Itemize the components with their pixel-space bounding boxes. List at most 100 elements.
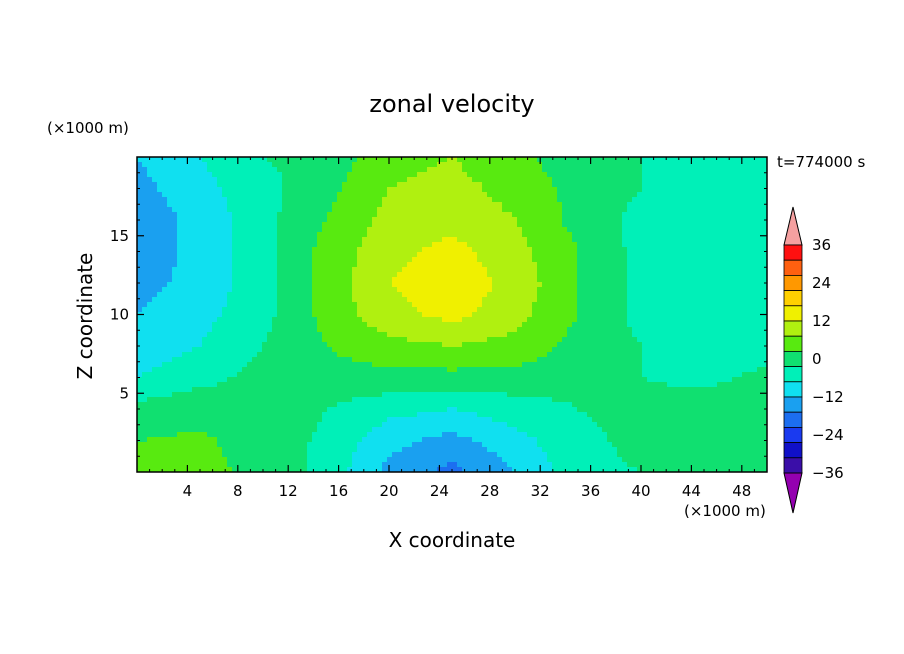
field-cell <box>687 207 693 213</box>
field-cell <box>492 282 498 288</box>
field-cell <box>607 212 613 218</box>
field-cell <box>222 352 228 358</box>
field-cell <box>622 192 628 198</box>
field-cell <box>162 187 168 193</box>
field-cell <box>732 307 738 313</box>
field-cell <box>612 332 618 338</box>
field-cell <box>307 242 313 248</box>
field-cell <box>367 242 373 248</box>
field-cell <box>402 187 408 193</box>
field-cell <box>342 227 348 233</box>
field-cell <box>712 267 718 273</box>
field-cell <box>442 262 448 268</box>
field-cell <box>302 322 308 328</box>
field-cell <box>417 297 423 303</box>
field-cell <box>147 202 153 208</box>
field-cell <box>452 342 458 348</box>
field-cell <box>487 172 493 178</box>
field-cell <box>347 207 353 213</box>
field-cell <box>527 242 533 248</box>
field-cell <box>587 232 593 238</box>
field-cell <box>417 212 423 218</box>
field-cell <box>492 302 498 308</box>
field-cell <box>177 287 183 293</box>
field-cell <box>407 222 413 228</box>
field-cell <box>417 342 423 348</box>
field-cell <box>217 347 223 353</box>
field-cell <box>582 172 588 178</box>
field-cell <box>672 307 678 313</box>
field-cell <box>247 157 253 163</box>
field-cell <box>277 337 283 343</box>
field-cell <box>522 277 528 283</box>
field-cell <box>142 337 148 343</box>
field-cell <box>687 302 693 308</box>
field-cell <box>222 177 228 183</box>
field-cell <box>137 297 143 303</box>
field-cell <box>672 287 678 293</box>
field-cell <box>427 292 433 298</box>
field-cell <box>267 167 273 173</box>
field-cell <box>682 187 688 193</box>
field-cell <box>382 202 388 208</box>
field-cell <box>712 182 718 188</box>
field-cell <box>467 247 473 253</box>
field-cell <box>612 177 618 183</box>
field-cell <box>432 197 438 203</box>
field-cell <box>147 207 153 213</box>
field-cell <box>637 222 643 228</box>
field-cell <box>282 237 288 243</box>
field-cell <box>337 267 343 273</box>
field-cell <box>157 222 163 228</box>
field-cell <box>742 277 748 283</box>
field-cell <box>422 212 428 218</box>
field-cell <box>557 302 563 308</box>
field-cell <box>672 202 678 208</box>
field-cell <box>242 347 248 353</box>
field-cell <box>642 257 648 263</box>
field-cell <box>717 232 723 238</box>
field-cell <box>267 232 273 238</box>
field-cell <box>527 342 533 348</box>
field-cell <box>432 207 438 213</box>
field-cell <box>627 162 633 168</box>
field-cell <box>282 282 288 288</box>
field-cell <box>337 317 343 323</box>
field-cell <box>737 192 743 198</box>
field-cell <box>342 307 348 313</box>
field-cell <box>362 282 368 288</box>
field-cell <box>162 287 168 293</box>
field-cell <box>752 332 758 338</box>
field-cell <box>287 227 293 233</box>
field-cell <box>202 182 208 188</box>
field-cell <box>602 262 608 268</box>
field-cell <box>477 237 483 243</box>
field-cell <box>527 327 533 333</box>
field-cell <box>242 252 248 258</box>
field-cell <box>712 217 718 223</box>
field-cell <box>377 167 383 173</box>
field-cell <box>622 242 628 248</box>
field-cell <box>392 292 398 298</box>
field-cell <box>332 257 338 263</box>
field-cell <box>342 172 348 178</box>
field-cell <box>472 157 478 163</box>
field-cell <box>722 242 728 248</box>
field-cell <box>182 327 188 333</box>
field-cell <box>702 322 708 328</box>
field-cell <box>142 202 148 208</box>
field-cell <box>627 297 633 303</box>
field-cell <box>532 297 538 303</box>
field-cell <box>577 287 583 293</box>
field-cell <box>382 162 388 168</box>
field-cell <box>212 197 218 203</box>
field-cell <box>502 287 508 293</box>
field-cell <box>577 257 583 263</box>
field-cell <box>257 262 263 268</box>
field-cell <box>752 212 758 218</box>
field-cell <box>177 347 183 353</box>
field-cell <box>307 282 313 288</box>
field-cell <box>577 272 583 278</box>
field-cell <box>362 302 368 308</box>
field-cell <box>182 202 188 208</box>
